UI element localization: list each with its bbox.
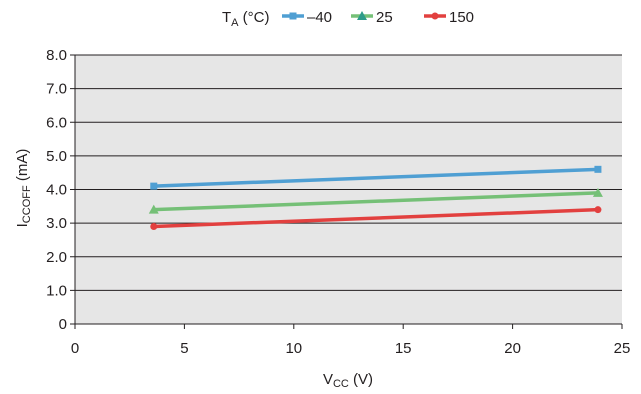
legend-item-1: 25 — [351, 9, 393, 26]
y-tick-label: 3.0 — [46, 215, 67, 232]
y-tick-label: 8.0 — [46, 47, 67, 64]
series-line — [153, 207, 598, 229]
series-line — [153, 191, 598, 212]
x-tick-label: 15 — [395, 340, 412, 357]
series-1 — [148, 187, 603, 214]
y-tick-label: 1.0 — [46, 282, 67, 299]
legend-marker — [289, 12, 297, 20]
x-axis-label: VCC (V) — [323, 371, 373, 390]
x-tick-label: 10 — [285, 340, 302, 357]
legend-title: TA (°C) — [222, 9, 270, 29]
data-point — [150, 222, 158, 230]
legend-label: 150 — [449, 9, 474, 26]
gridlines — [75, 54, 622, 291]
data-point — [148, 204, 159, 214]
y-tick-label: 0 — [59, 316, 67, 333]
legend-marker — [357, 11, 367, 20]
legend-marker — [431, 12, 439, 20]
x-tick-label: 25 — [614, 340, 631, 357]
series-0 — [150, 165, 602, 190]
y-tick-labels: 0 1.0 2.0 3.0 4.0 5.0 6.0 7.0 8.0 — [46, 47, 67, 333]
legend-item-2: 150 — [424, 9, 474, 26]
axes — [70, 54, 623, 329]
series-line — [153, 167, 598, 188]
data-point — [594, 206, 602, 214]
legend-label: –40 — [307, 9, 332, 26]
data-point — [594, 165, 602, 173]
data-point — [150, 182, 158, 190]
y-axis-label: ICCOFF (mA) — [14, 149, 33, 228]
legend-item-0: –40 — [282, 9, 332, 26]
series-2 — [150, 206, 602, 230]
x-tick-label: 20 — [504, 340, 521, 357]
x-tick-labels: 0 5 10 15 20 25 — [71, 340, 631, 357]
x-tick-label: 5 — [180, 340, 188, 357]
data-point — [592, 187, 603, 197]
y-tick-label: 4.0 — [46, 182, 67, 199]
legend-label: 25 — [376, 9, 393, 26]
y-tick-label: 7.0 — [46, 81, 67, 98]
y-tick-label: 2.0 — [46, 249, 67, 266]
y-tick-label: 5.0 — [46, 148, 67, 165]
legend-items: –40 25 150 — [282, 9, 474, 26]
x-tick-label: 0 — [71, 340, 79, 357]
legend: TA (°C) –40 25 150 — [222, 9, 474, 29]
series-lines — [148, 165, 603, 230]
y-tick-label: 6.0 — [46, 114, 67, 131]
